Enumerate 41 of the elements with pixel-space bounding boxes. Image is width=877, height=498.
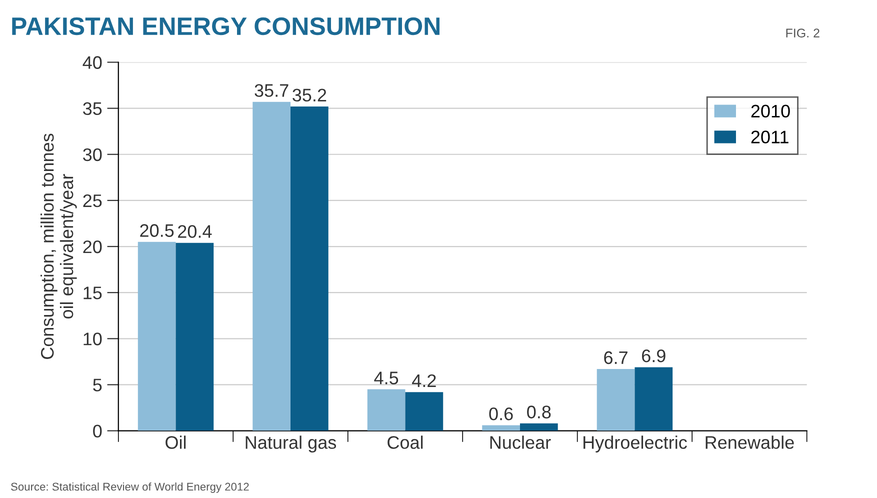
- bar: [290, 106, 328, 431]
- legend-label: 2011: [751, 130, 788, 144]
- bar: [634, 367, 673, 431]
- bar: [482, 425, 520, 431]
- y-tick-label: 10: [84, 332, 102, 346]
- data-label: 4.5: [374, 372, 398, 384]
- bar: [176, 242, 214, 431]
- data-label: 6.7: [604, 351, 628, 364]
- data-label: 0.8: [527, 406, 551, 418]
- bar: [252, 102, 291, 431]
- y-axis-title: Consumption, million tonnes oil equivalent/year: [40, 134, 77, 359]
- data-label: 35.2: [292, 88, 326, 102]
- data-label: 20.5: [140, 224, 174, 237]
- data-label: 35.7: [254, 84, 288, 97]
- legend-label: 2010: [751, 104, 790, 118]
- y-tick-label: 35: [83, 102, 102, 116]
- chart-title: PAKISTAN ENERGY CONSUMPTION: [12, 17, 440, 36]
- data-label: 0.6: [489, 408, 513, 420]
- y-tick-label: 40: [82, 56, 102, 69]
- x-tick-label: Coal: [388, 436, 423, 449]
- x-tick-label: Hydroelectric: [584, 436, 687, 452]
- y-tick-label: 20: [83, 240, 102, 254]
- x-tick-label: Natural gas: [246, 436, 336, 452]
- chart-subtitle: FIG. 2: [786, 28, 820, 38]
- source-note: Source: Statistical Review of World Energy 2012: [11, 482, 249, 493]
- x-tick-label: Renewable: [706, 436, 794, 449]
- bar: [596, 369, 635, 431]
- data-label: 4.2: [412, 374, 436, 387]
- y-tick-label: 5: [93, 378, 102, 392]
- bar: [138, 242, 176, 431]
- bar: [520, 423, 558, 431]
- y-tick-label: 25: [83, 194, 102, 208]
- x-tick-label: Oil: [166, 436, 186, 449]
- y-tick-label: 15: [84, 286, 102, 300]
- x-tick-label: Nuclear: [490, 436, 551, 449]
- bar: [405, 392, 444, 431]
- y-tick-label: 0: [93, 424, 102, 438]
- data-label: 20.4: [178, 225, 212, 238]
- y-tick-label: 30: [83, 148, 102, 162]
- bar: [367, 389, 406, 431]
- data-label: 6.9: [642, 349, 666, 362]
